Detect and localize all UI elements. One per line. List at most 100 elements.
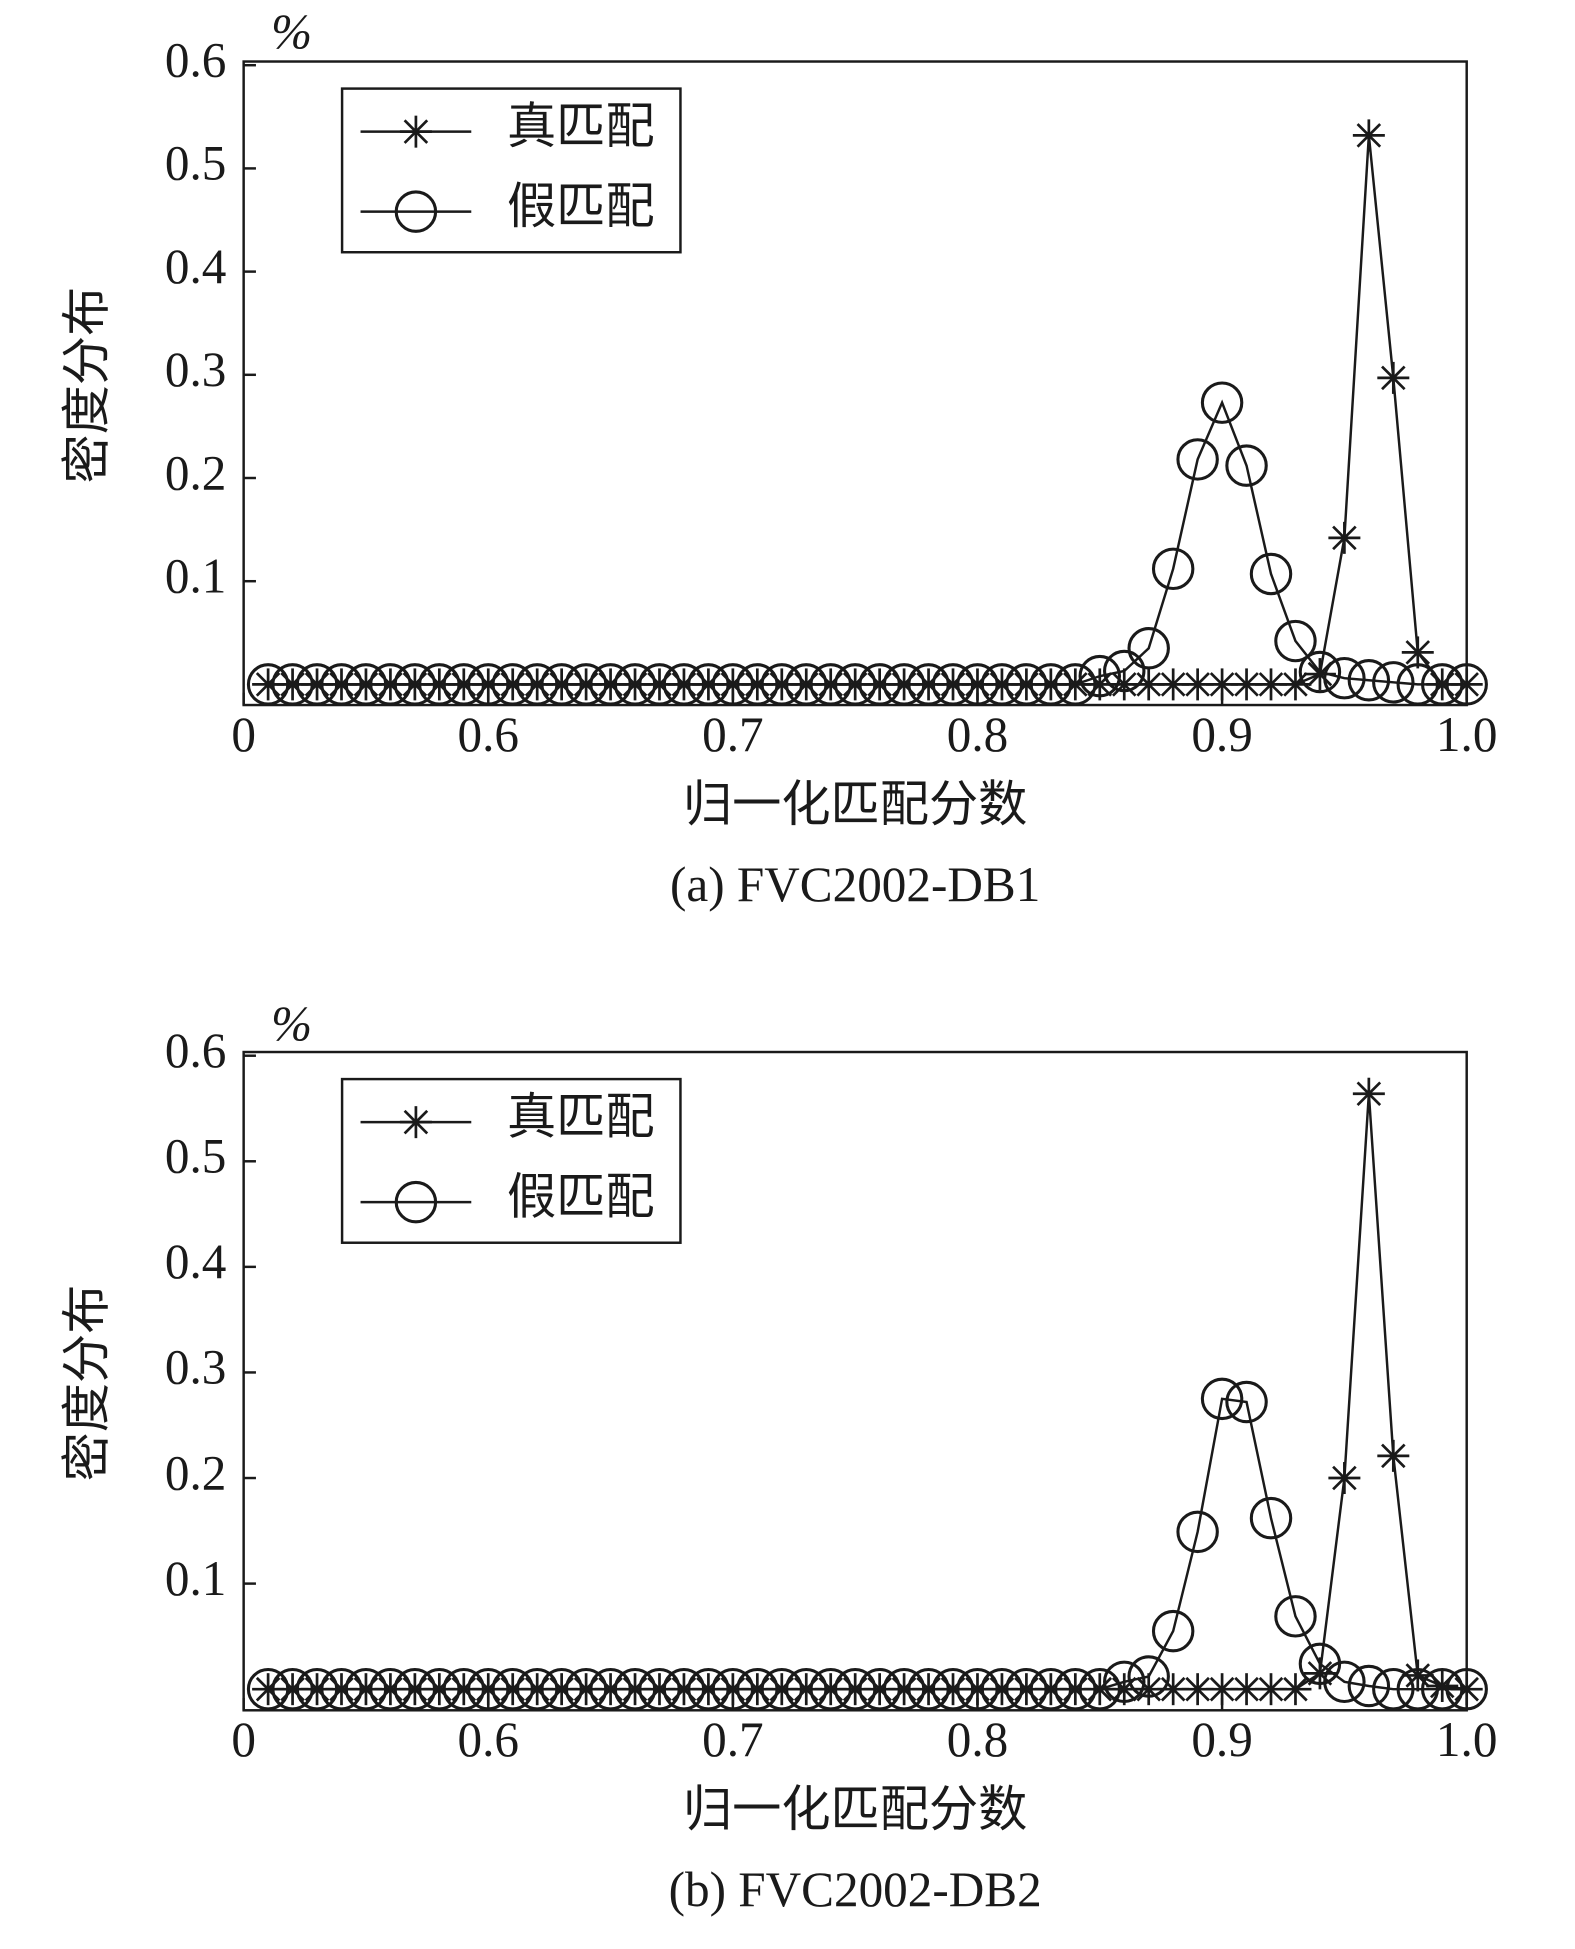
circle-marker: [613, 663, 657, 706]
star-stroke: [1209, 1676, 1235, 1702]
circle-marker: [1103, 1660, 1146, 1704]
circle-marker: [662, 1667, 706, 1711]
circle-marker: [1078, 654, 1122, 698]
circle-shape: [687, 663, 730, 706]
unit-label: %: [271, 4, 312, 59]
circle-marker: [638, 663, 681, 706]
star-stroke: [1234, 672, 1259, 697]
circle-marker: [736, 663, 779, 706]
circle-shape: [809, 1667, 852, 1711]
x-axis-label: 归一化匹配分数: [683, 777, 1027, 832]
x-tick-label: 0: [231, 1712, 256, 1767]
star-marker: [1206, 1673, 1239, 1706]
circle-shape: [1249, 552, 1293, 596]
circle-marker: [931, 663, 975, 706]
x-tick-label: 0.8: [947, 707, 1009, 762]
y-tick-label: 0.3: [165, 1340, 227, 1395]
circle-shape: [613, 663, 657, 706]
circle-marker: [858, 1667, 901, 1711]
circle-shape: [320, 663, 363, 706]
circle-shape: [344, 1667, 388, 1711]
circle-marker: [589, 1667, 632, 1711]
circle-shape: [369, 663, 412, 706]
circle-shape: [418, 1667, 461, 1711]
circle-shape: [271, 1667, 314, 1711]
circle-marker: [687, 663, 730, 706]
y-axis-label: 密度分布: [60, 1285, 115, 1482]
star-stroke: [1111, 672, 1137, 697]
x-tick-label: 0.7: [702, 1712, 764, 1767]
circle-shape: [1151, 1609, 1195, 1653]
circle-shape: [1005, 1667, 1048, 1711]
circle-marker: [394, 1180, 438, 1224]
circle-marker: [442, 663, 486, 706]
circle-marker: [1029, 663, 1073, 706]
circle-marker: [467, 663, 510, 706]
circle-marker: [1151, 547, 1195, 591]
y-tick-label: 0.6: [165, 33, 227, 88]
circle-shape: [1274, 1595, 1317, 1638]
star-stroke: [1283, 672, 1308, 697]
circle-shape: [1176, 438, 1219, 481]
circle-marker: [1421, 663, 1464, 706]
circle-shape: [491, 1667, 534, 1711]
circle-shape: [467, 663, 510, 706]
circle-shape: [1249, 1496, 1293, 1540]
circle-shape: [1445, 1667, 1488, 1711]
star-stroke: [1185, 672, 1210, 697]
circle-marker: [785, 1667, 828, 1711]
circle-shape: [882, 663, 926, 706]
circle-marker: [467, 1667, 510, 1711]
circle-shape: [1421, 663, 1464, 706]
circle-shape: [295, 1667, 339, 1711]
star-stroke: [1283, 1676, 1308, 1702]
circle-marker: [613, 1667, 657, 1711]
circle-marker: [418, 663, 461, 706]
circle-marker: [907, 663, 950, 706]
star-stroke: [1209, 672, 1235, 697]
circle-marker: [1176, 1510, 1219, 1554]
y-axis-label: 密度分布: [60, 287, 115, 484]
star-marker: [1352, 119, 1385, 152]
circle-marker: [736, 1667, 779, 1711]
circle-marker: [393, 663, 437, 706]
star-stroke: [1332, 1465, 1357, 1491]
circle-shape: [687, 1667, 730, 1711]
circle-shape: [711, 1667, 755, 1711]
circle-shape: [711, 663, 755, 706]
circle-marker: [442, 1667, 486, 1711]
star-marker: [1401, 636, 1434, 669]
x-tick-label: 0.8: [947, 1712, 1009, 1767]
circle-marker: [295, 1667, 339, 1711]
circle-shape: [931, 663, 975, 706]
circle-shape: [833, 663, 877, 706]
star-marker: [1328, 521, 1361, 554]
circle-shape: [833, 1667, 877, 1711]
circle-shape: [956, 1667, 999, 1711]
circle-shape: [736, 1667, 779, 1711]
circle-shape: [1225, 444, 1268, 487]
x-tick-label: 0.9: [1191, 707, 1253, 762]
star-stroke: [1234, 1676, 1259, 1702]
circle-marker: [1372, 1667, 1415, 1711]
circle-marker: [271, 1667, 314, 1711]
circle-shape: [344, 663, 388, 706]
x-tick-label: 1.0: [1436, 707, 1498, 762]
circle-marker: [1298, 650, 1342, 694]
x-tick-label: 0.9: [1191, 1712, 1253, 1767]
circle-marker: [711, 663, 755, 706]
star-stroke: [1136, 1676, 1161, 1702]
circle-marker: [393, 1667, 437, 1711]
circle-shape: [907, 1667, 950, 1711]
circle-shape: [1372, 1667, 1415, 1711]
circle-marker: [515, 663, 559, 706]
circle-shape: [1127, 627, 1170, 670]
star-stroke: [1258, 1676, 1284, 1702]
circle-marker: [1054, 663, 1097, 706]
circle-marker: [760, 1667, 804, 1711]
circle-marker: [1445, 1667, 1488, 1711]
circle-shape: [320, 1667, 363, 1711]
circle-shape: [394, 1180, 438, 1224]
circle-marker: [1249, 552, 1293, 596]
circle-shape: [564, 663, 608, 706]
